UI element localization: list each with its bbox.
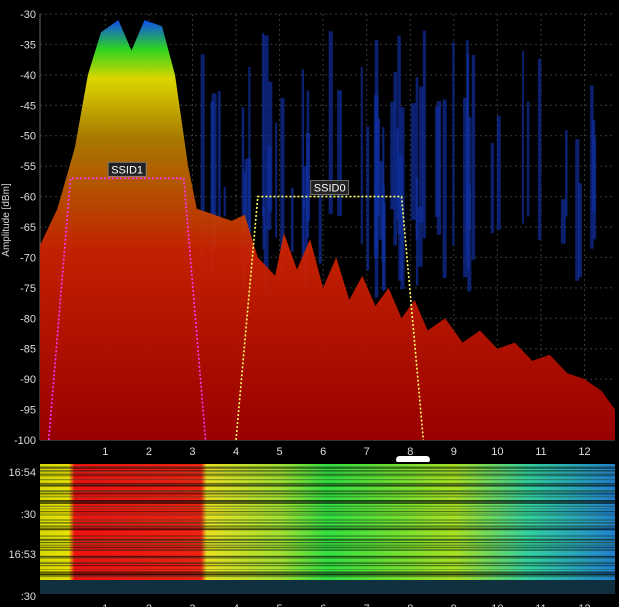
network-label-ssid0: SSID0: [314, 183, 346, 195]
network-label-ssid1: SSID1: [111, 164, 143, 176]
signal-spikes: [200, 30, 597, 298]
network-overlays: SSID1 SSID0: [47, 161, 425, 441]
x-tick-label: 9: [451, 446, 457, 458]
waterfall-x-tick-label: 3: [189, 603, 195, 607]
network-label-box: [107, 161, 147, 177]
waterfall-band: [40, 464, 615, 580]
y-tick-label: -55: [20, 161, 36, 173]
waterfall-x-tick-label: 7: [364, 603, 370, 607]
x-tick-label: 8: [407, 446, 413, 458]
x-tick-label: 4: [233, 446, 239, 458]
waterfall-x-tick-label: 1: [102, 603, 108, 607]
y-tick-label: -75: [20, 283, 36, 295]
time-label: 16:53: [8, 549, 36, 561]
y-tick-label: -65: [20, 222, 36, 234]
x-tick-label: 6: [320, 446, 326, 458]
y-tick-label: -80: [20, 313, 36, 325]
x-tick-label: 11: [535, 446, 546, 458]
y-tick-label: -50: [20, 131, 36, 143]
y-tick-label: -100: [14, 435, 36, 447]
waterfall-x-tick-label: 5: [277, 603, 283, 607]
waterfall-x-tick-label: 10: [491, 603, 503, 607]
y-tick-label: -90: [20, 374, 36, 386]
waterfall-bottom-band: [40, 580, 615, 594]
x-axis-ticks: 1 2 3 4 5 6 7 8 9 10 11 12: [102, 446, 590, 458]
x-tick-label: 1: [102, 446, 108, 458]
waterfall-x-tick-label: 6: [320, 603, 326, 607]
spectrum-envelope: [40, 20, 615, 440]
scroll-handle[interactable]: [396, 456, 430, 462]
waterfall-x-tick-label: 12: [578, 603, 590, 607]
waterfall-lines: [40, 466, 615, 578]
network-label-box: [310, 180, 350, 195]
y-tick-label: -95: [20, 405, 36, 417]
y-axis-ticks: -30 -35 -40 -45 -50 -55 -60 -65 -70 -75 -80 -85 -90 -…: [14, 9, 36, 447]
spectrum-chart: SSID1 SSID0 -30 -35 -40 -45 -50 -55 -60 -65 -70 -7…: [1, 9, 615, 462]
y-tick-label: -85: [20, 344, 36, 356]
waterfall-x-tick-label: 8: [407, 603, 413, 607]
y-tick-label: -40: [20, 70, 36, 82]
y-tick-label: -35: [20, 39, 36, 51]
y-tick-label: -30: [20, 9, 36, 21]
waterfall-time-labels: 16:54 :30 16:53 :30: [8, 467, 36, 603]
y-tick-label: -45: [20, 100, 36, 112]
x-tick-label: 5: [277, 446, 283, 458]
time-label: 16:54: [8, 467, 36, 479]
network-mask-ssid0[interactable]: [235, 195, 425, 441]
time-label: :30: [21, 591, 36, 603]
x-tick-label: 10: [491, 446, 503, 458]
y-tick-label: -70: [20, 252, 36, 264]
waterfall-x-tick-label: 4: [233, 603, 239, 607]
y-tick-label: -60: [20, 192, 36, 204]
x-tick-label: 3: [189, 446, 195, 458]
y-axis-label: Amplitude [dBm]: [1, 183, 12, 257]
waterfall-x-tick-label: 9: [451, 603, 457, 607]
time-label: :30: [21, 509, 36, 521]
waterfall-x-tick-label: 2: [146, 603, 152, 607]
x-tick-label: 7: [364, 446, 370, 458]
x-tick-label: 2: [146, 446, 152, 458]
x-tick-label: 12: [578, 446, 590, 458]
waterfall-x-tick-label: 11: [535, 603, 546, 607]
